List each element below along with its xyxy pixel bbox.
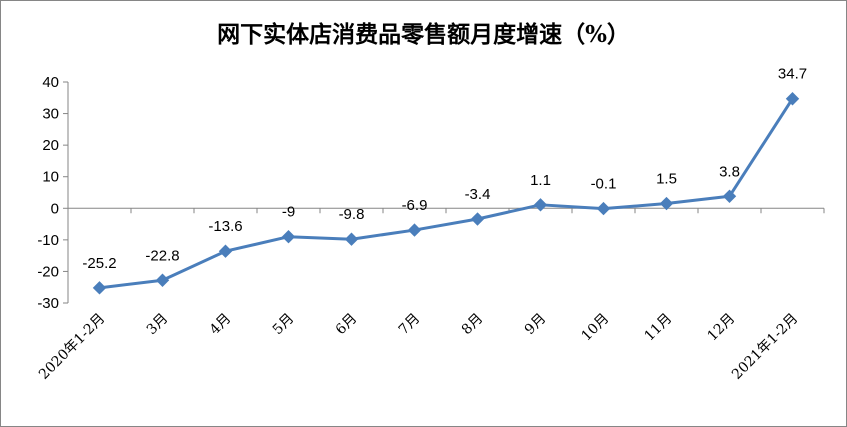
data-label: -9 [282,204,295,221]
data-point [722,189,737,203]
x-axis-ticks: 2020年1-2月 3月 4月 5月 6月 7月 8月 9月 10月 11月 12月2021年1-2… [36,208,825,383]
data-point [785,92,800,106]
data-point [659,196,674,211]
x-tick-label: 4月 [207,311,235,339]
data-point [155,273,170,287]
x-tick-label: 6月 [333,311,361,339]
y-tick-label: 40 [42,74,59,91]
x-tick-label: 2020年1-2月 [36,311,108,383]
data-point [92,281,107,295]
x-tick-label: 2021年1-2月 [729,311,801,383]
data-point [281,229,296,244]
data-point [533,198,548,212]
x-tick-label: 7月 [396,311,424,339]
chart-title: 网下实体店消费品零售额月度增速（%） [217,21,630,48]
data-point [407,223,422,237]
x-tick-label: 9月 [522,311,550,339]
data-label: 1.5 [656,171,677,188]
series-markers [92,92,800,295]
x-tick-label: 12月 [705,311,739,345]
data-point [344,232,359,246]
data-point [596,201,611,216]
data-label: 3.8 [719,163,740,180]
data-label: 1.1 [530,172,551,189]
y-tick-label: -20 [37,263,59,280]
series-line [99,97,794,290]
axes [67,82,824,303]
y-tick-label: 20 [42,137,59,154]
y-tick-label: -30 [37,295,59,312]
series-line-path [99,97,794,290]
data-labels: -25.2 -22.8 -13.6 -9 -9.8 -6.9 -3.4 1.1 -0.1 1.5 3… [82,66,807,272]
y-tick-label: 0 [51,200,59,217]
y-tick-label: 10 [42,169,59,186]
y-axis-ticks: 40 30 20 10 0 -10 -20 -30 [37,74,68,312]
data-point [470,212,485,226]
x-tick-label: 3月 [144,311,172,339]
x-tick-label: 5月 [270,311,298,339]
data-label: -0.1 [591,176,617,193]
data-point [218,244,233,258]
data-label: -22.8 [145,247,179,264]
data-label: -9.8 [339,206,365,223]
data-label: 34.7 [778,66,807,83]
x-tick-label: 10月 [579,311,613,345]
y-tick-label: -10 [37,232,59,249]
data-label: -25.2 [82,255,116,272]
x-tick-label: 8月 [459,311,487,339]
x-tick-label: 11月 [642,311,676,345]
data-label: -13.6 [208,218,242,235]
data-label: -6.9 [402,197,428,214]
y-tick-label: 30 [42,106,59,123]
data-label: -3.4 [465,186,491,203]
